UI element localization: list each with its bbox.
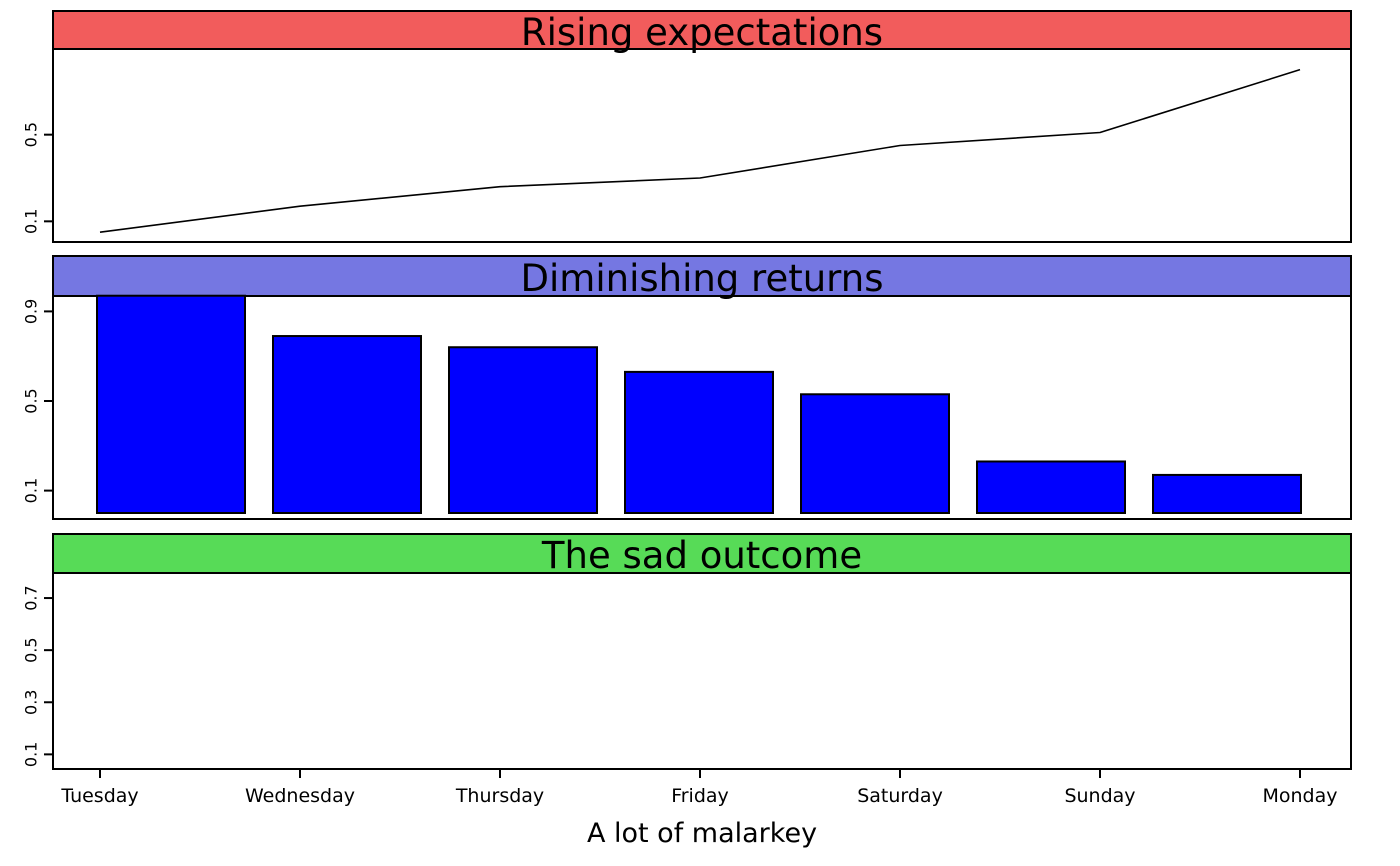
y-tick-label: 0.9 xyxy=(22,299,41,324)
x-axis-title: A lot of malarkey xyxy=(587,818,817,849)
panel-title: Diminishing returns xyxy=(520,256,884,300)
diminishing-returns-title-banner: Diminishing returns xyxy=(54,257,1350,299)
y-tick-label: 0.5 xyxy=(22,637,41,662)
x-tick-label-tuesday: Tuesday xyxy=(60,785,138,807)
y-tick-label: 0.1 xyxy=(22,209,41,234)
rising-expectations-title-banner: Rising expectations xyxy=(54,11,1350,53)
x-tick-label-monday: Monday xyxy=(1262,785,1337,807)
x-tick-label-wednesday: Wednesday xyxy=(245,785,355,807)
panel-title: The sad outcome xyxy=(541,534,863,578)
panel-rising-expectations: Rising expectations xyxy=(52,10,1352,243)
sad-outcome-title-banner: The sad outcome xyxy=(54,535,1350,577)
x-tick-label-saturday: Saturday xyxy=(857,785,943,807)
y-tick-label: 0.1 xyxy=(22,742,41,767)
y-tick-label: 0.7 xyxy=(22,585,41,610)
y-tick-label: 0.5 xyxy=(22,388,41,413)
x-tick-label-friday: Friday xyxy=(671,785,729,807)
y-tick-label: 0.5 xyxy=(22,122,41,147)
x-tick-label-thursday: Thursday xyxy=(455,785,544,807)
x-tick-label-sunday: Sunday xyxy=(1064,785,1135,807)
y-tick-label: 0.3 xyxy=(22,690,41,715)
y-tick-label: 0.1 xyxy=(22,478,41,503)
panel-sad-outcome: The sad outcome xyxy=(52,533,1352,770)
panel-title: Rising expectations xyxy=(520,10,884,54)
panel-diminishing-returns: Diminishing returns xyxy=(52,255,1352,520)
